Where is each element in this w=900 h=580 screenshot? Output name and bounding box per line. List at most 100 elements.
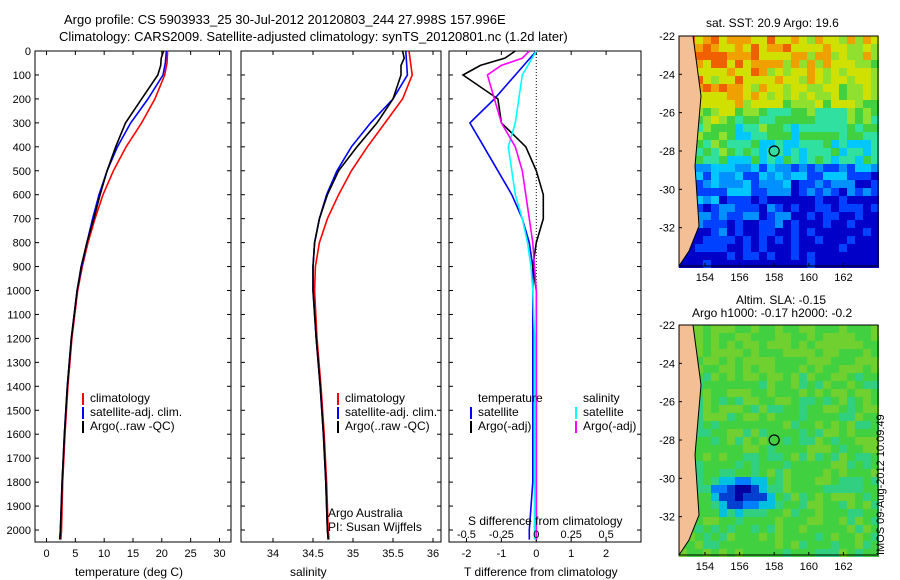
map-cell xyxy=(775,517,783,525)
y-tick-label: 1000 xyxy=(7,286,31,298)
map-cell xyxy=(767,437,775,445)
map-cell xyxy=(783,212,791,220)
map-cell xyxy=(847,405,855,413)
map-cell xyxy=(791,373,799,381)
map-cell xyxy=(863,381,871,389)
map-cell xyxy=(815,196,823,204)
map-cell xyxy=(791,485,799,493)
map-cell xyxy=(751,349,759,357)
map-cell xyxy=(743,132,751,140)
map-cell xyxy=(783,228,791,236)
map-cell xyxy=(807,493,815,501)
map-cell xyxy=(823,156,831,164)
y-tick-label: 1700 xyxy=(7,453,31,465)
map-cell xyxy=(847,36,855,44)
map-cell xyxy=(871,140,879,148)
map-cell xyxy=(743,517,751,525)
map-cell xyxy=(831,228,839,236)
map-cell xyxy=(727,36,735,44)
lat-tick-label: -30 xyxy=(659,184,675,196)
map-cell xyxy=(735,349,743,357)
map-cell xyxy=(727,461,735,469)
map-cell xyxy=(807,429,815,437)
map-cell xyxy=(815,549,823,557)
map-cell xyxy=(711,325,719,333)
map-cell xyxy=(703,365,711,373)
map-cell xyxy=(823,52,831,60)
map-cell xyxy=(775,76,783,84)
map-cell xyxy=(735,148,743,156)
y-tick-label: 0 xyxy=(25,46,31,58)
map-cell xyxy=(775,132,783,140)
map-cell xyxy=(815,220,823,228)
y-tick-label: 700 xyxy=(13,214,31,226)
map-cell xyxy=(759,76,767,84)
map-cell xyxy=(823,533,831,541)
y-tick-label: 1400 xyxy=(7,381,31,393)
map-cell xyxy=(719,357,727,365)
map-cell xyxy=(855,325,863,333)
map-cell xyxy=(807,405,815,413)
map-cell xyxy=(855,541,863,549)
map-cell xyxy=(847,461,855,469)
y-tick-label: 1800 xyxy=(7,477,31,489)
map-cell xyxy=(751,228,759,236)
map-cell xyxy=(791,349,799,357)
map-cell xyxy=(807,204,815,212)
map-cell xyxy=(847,244,855,252)
map-cell xyxy=(719,228,727,236)
map-cell xyxy=(727,52,735,60)
map-cell xyxy=(791,244,799,252)
map-cell xyxy=(791,469,799,477)
map-cell xyxy=(711,156,719,164)
sst-map-title: sat. SST: 20.9 Argo: 19.6 xyxy=(706,16,839,30)
map-cell xyxy=(791,92,799,100)
map-cell xyxy=(719,116,727,124)
map-cell xyxy=(735,357,743,365)
map-cell xyxy=(815,244,823,252)
map-cell xyxy=(759,260,767,268)
map-cell xyxy=(807,365,815,373)
map-cell xyxy=(871,228,879,236)
map-cell xyxy=(799,228,807,236)
map-cell xyxy=(807,148,815,156)
map-cell xyxy=(791,164,799,172)
map-cell xyxy=(703,76,711,84)
map-cell xyxy=(855,52,863,60)
map-cell xyxy=(711,421,719,429)
map-cell xyxy=(847,124,855,132)
map-cell xyxy=(831,541,839,549)
map-cell xyxy=(743,525,751,533)
map-cell xyxy=(855,116,863,124)
map-cell xyxy=(703,437,711,445)
map-cell xyxy=(727,501,735,509)
map-cell xyxy=(831,188,839,196)
map-cell xyxy=(847,164,855,172)
map-cell xyxy=(855,76,863,84)
map-cell xyxy=(799,333,807,341)
map-cell xyxy=(775,212,783,220)
map-cell xyxy=(863,60,871,68)
map-cell xyxy=(695,461,703,469)
map-cell xyxy=(847,413,855,421)
map-cell xyxy=(751,68,759,76)
map-cell xyxy=(775,220,783,228)
map-cell xyxy=(855,389,863,397)
map-cell xyxy=(823,477,831,485)
map-cell xyxy=(791,148,799,156)
map-cell xyxy=(783,341,791,349)
map-cell xyxy=(839,509,847,517)
map-cell xyxy=(815,477,823,485)
map-cell xyxy=(767,325,775,333)
map-cell xyxy=(863,196,871,204)
map-cell xyxy=(767,373,775,381)
map-cell xyxy=(807,252,815,260)
map-cell xyxy=(719,453,727,461)
map-cell xyxy=(823,397,831,405)
map-cell xyxy=(799,124,807,132)
map-cell xyxy=(695,196,703,204)
map-cell xyxy=(719,325,727,333)
map-cell xyxy=(855,212,863,220)
map-cell xyxy=(783,429,791,437)
map-cell xyxy=(775,204,783,212)
